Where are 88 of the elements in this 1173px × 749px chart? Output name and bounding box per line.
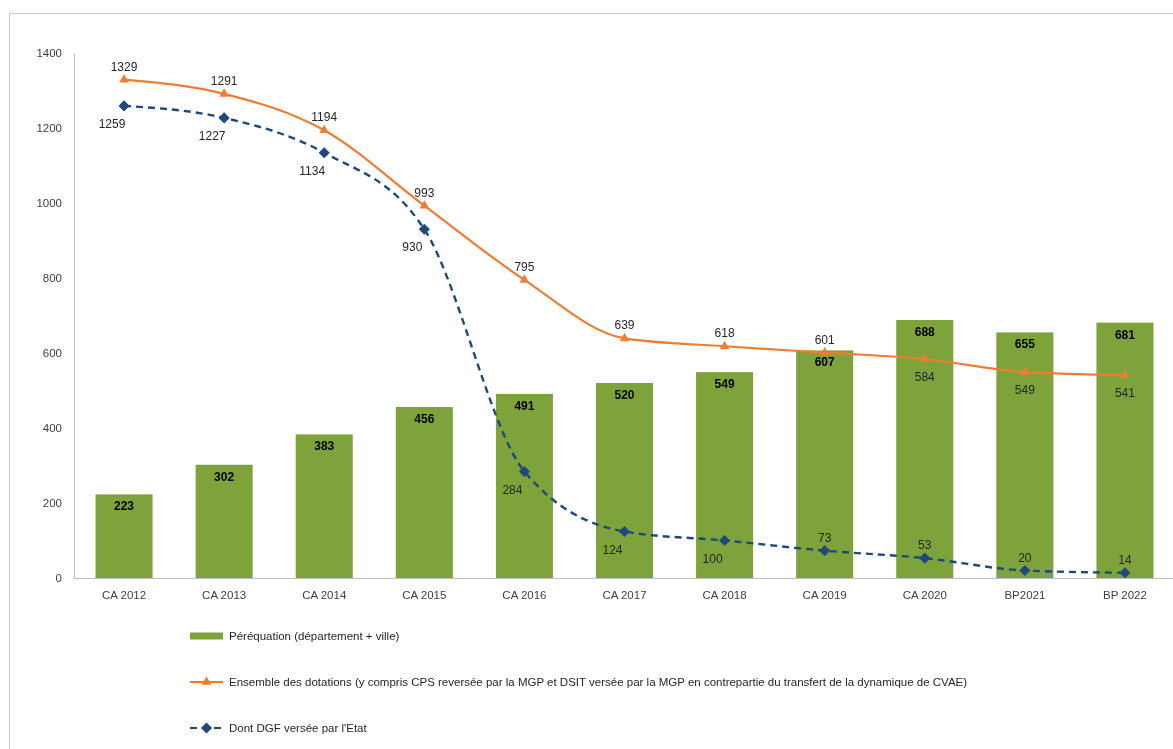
data-label: 993 (414, 185, 435, 200)
point (319, 124, 330, 134)
point (819, 545, 831, 557)
point (218, 112, 230, 124)
y-tick-label: 1200 (36, 122, 62, 135)
legend-label: Ensemble des dotations (y compris CPS reversée par la MGP et DSIT versée par la MGP en contrepartie du transfert de la dynamique de CVAE) (229, 676, 968, 688)
data-label: 491 (514, 398, 535, 413)
x-tick-label: CA 2019 (802, 589, 847, 602)
point (519, 274, 530, 283)
y-tick-label: 1000 (36, 197, 62, 210)
bar (95, 494, 153, 578)
point (819, 347, 830, 356)
data-label: 1291 (210, 73, 238, 88)
data-label: 100 (702, 551, 723, 566)
x-tick-label: CA 2017 (602, 589, 647, 602)
data-label: 302 (214, 469, 235, 484)
x-tick-label: CA 2012 (101, 589, 147, 602)
x-tick-label: CA 2013 (202, 589, 247, 602)
point (1120, 369, 1130, 378)
data-label: 655 (1014, 337, 1036, 352)
data-label: 14 (1118, 552, 1132, 567)
bar (696, 372, 754, 578)
point (118, 100, 130, 112)
point (518, 465, 530, 478)
point (619, 332, 630, 342)
y-tick-label: 600 (42, 347, 62, 360)
legend-label: Péréquation (département + ville) (229, 630, 400, 642)
point (1020, 366, 1030, 375)
point (419, 200, 430, 209)
bar (295, 434, 353, 578)
bar (896, 320, 954, 578)
point (618, 525, 631, 538)
point (1119, 567, 1131, 579)
legend-label: Dont DGF versée par l'Etat (229, 722, 368, 734)
data-label: 688 (914, 325, 936, 339)
data-label: 618 (714, 326, 735, 341)
data-label: 1227 (198, 128, 226, 143)
x-tick-label: BP 2022 (1102, 589, 1147, 602)
data-label: 549 (1014, 383, 1036, 398)
x-tick-label: CA 2018 (702, 589, 747, 602)
y-tick-label: 800 (42, 272, 62, 285)
data-label: 1259 (98, 116, 126, 131)
data-label: 73 (818, 530, 832, 545)
bar (495, 393, 553, 578)
data-label: 1134 (299, 163, 326, 178)
point (919, 552, 931, 564)
point (418, 223, 430, 235)
x-tick-label: CA 2014 (302, 589, 347, 602)
bar (595, 383, 654, 578)
data-label: 584 (914, 370, 936, 384)
point (719, 534, 731, 547)
bar (395, 407, 453, 578)
x-tick-label: BP2021 (1004, 589, 1046, 602)
bar (1096, 322, 1154, 578)
y-tick-label: 400 (42, 422, 62, 435)
point (719, 340, 730, 350)
point (119, 74, 129, 83)
data-label: 795 (514, 259, 535, 274)
x-tick-label: CA 2016 (502, 589, 547, 602)
data-label: 383 (314, 439, 335, 454)
data-label: 456 (414, 412, 435, 426)
point (318, 147, 330, 159)
x-tick-label: CA 2020 (902, 589, 947, 602)
data-label: 607 (814, 355, 836, 370)
data-label: 541 (1114, 386, 1136, 401)
data-label: 124 (602, 542, 623, 557)
data-label: 1194 (311, 110, 338, 125)
data-label: 53 (918, 538, 932, 553)
bar (195, 464, 253, 578)
point (1019, 564, 1031, 577)
bar (996, 332, 1054, 578)
y-tick-label: 1400 (36, 47, 62, 60)
y-tick-label: 200 (42, 497, 62, 510)
data-label: 1329 (110, 59, 138, 74)
point (219, 88, 229, 97)
data-label: 930 (402, 240, 423, 255)
data-label: 520 (614, 388, 635, 402)
data-label: 639 (614, 318, 635, 333)
data-label: 601 (814, 332, 836, 347)
data-label: 681 (1114, 327, 1136, 342)
data-label: 223 (114, 499, 135, 514)
bar (796, 350, 854, 578)
y-tick-label: 0 (55, 572, 62, 585)
data-label: 284 (502, 482, 523, 497)
data-label: 20 (1018, 550, 1032, 565)
point (919, 353, 930, 362)
x-tick-label: CA 2015 (402, 589, 447, 602)
data-label: 549 (714, 377, 735, 392)
